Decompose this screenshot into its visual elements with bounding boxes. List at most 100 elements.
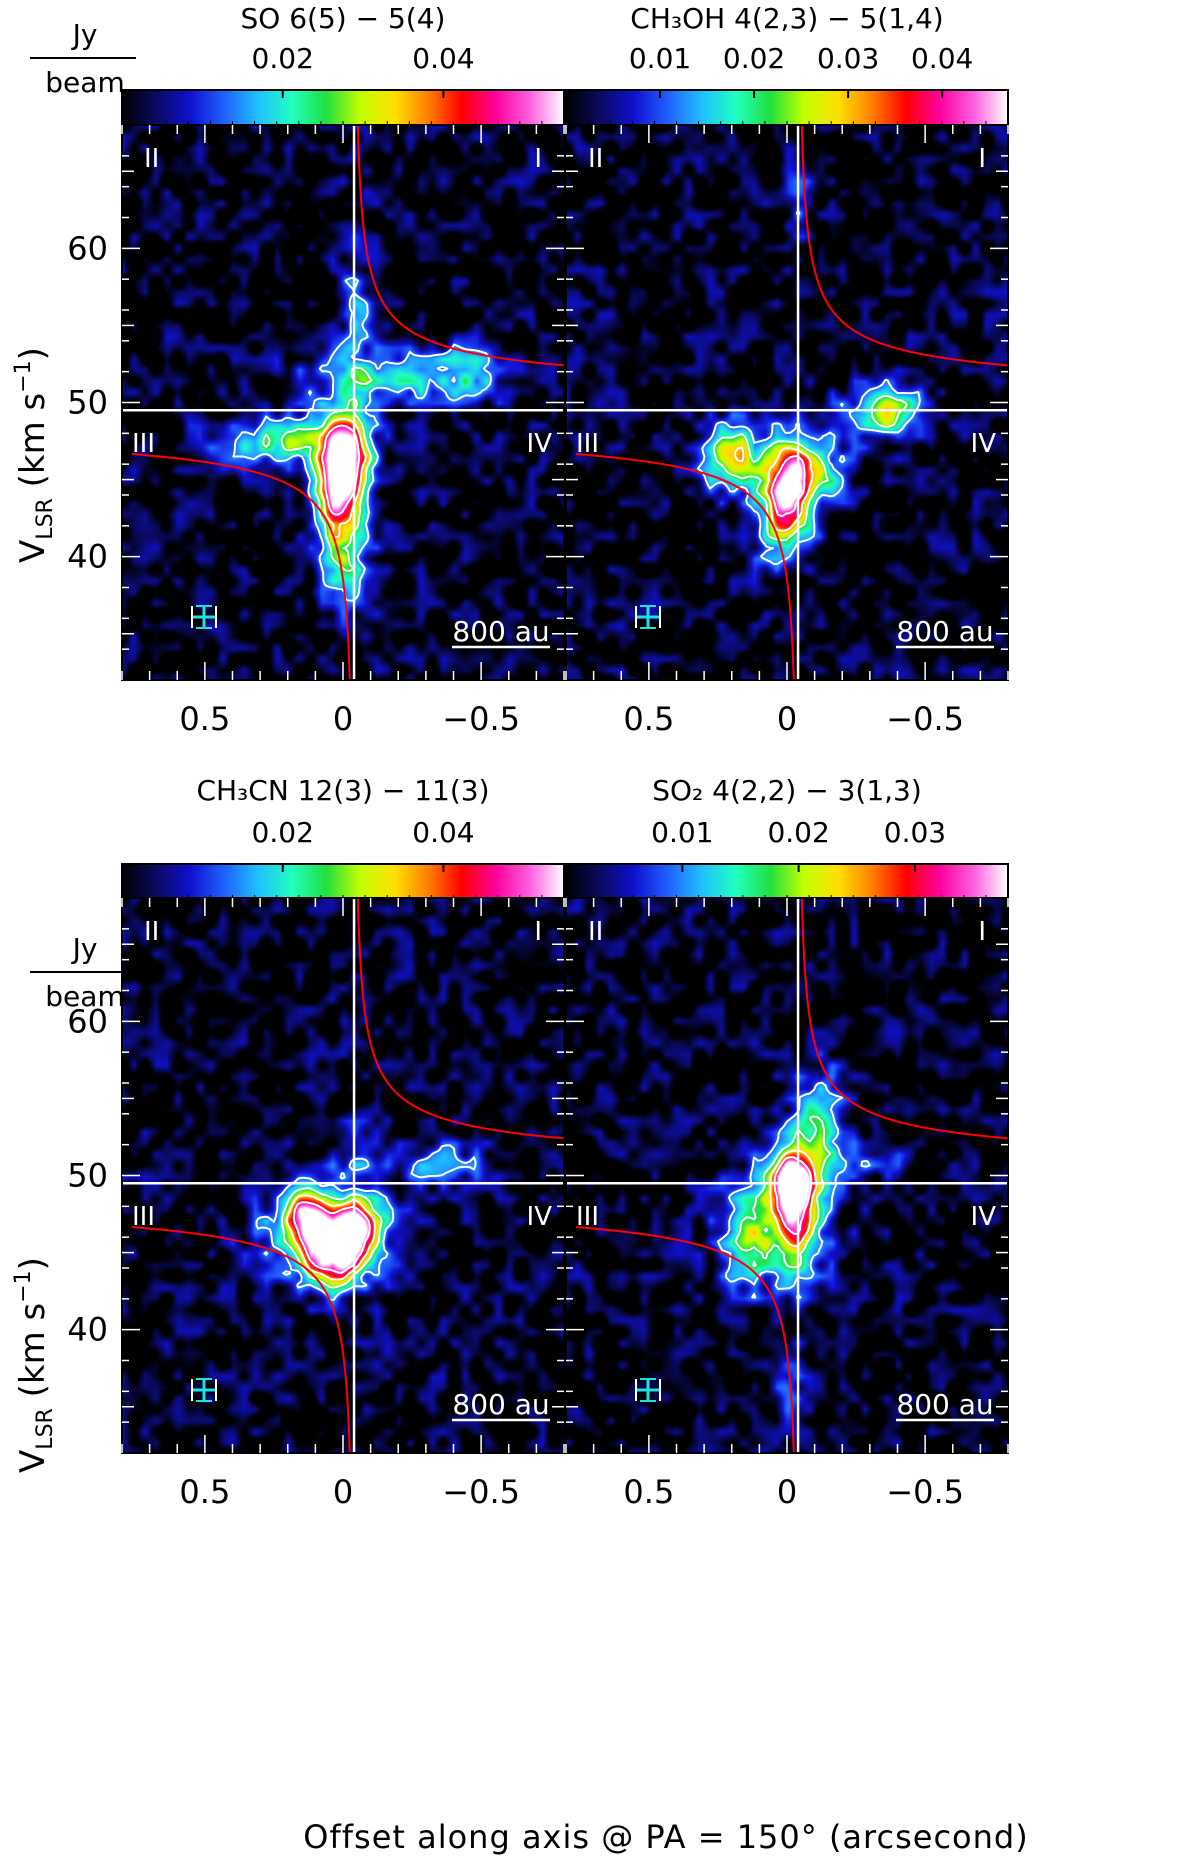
y-axis-label-top: VLSR (km s−1)	[11, 347, 58, 563]
colorbar	[565, 863, 1009, 901]
panel-title: SO 6(5) − 5(4)	[241, 2, 446, 35]
svg-text:VLSR (km s−1): VLSR (km s−1)	[11, 1257, 58, 1473]
axis-ticks	[121, 125, 565, 680]
colorbar-tick-label: 0.03	[884, 816, 946, 849]
y-tick-label: 60	[67, 229, 108, 267]
heatmap-image	[122, 898, 564, 1453]
axis-ticks	[565, 125, 1009, 680]
scale-bar-label: 800 au	[452, 615, 549, 648]
quadrant-label-III: III	[132, 1202, 155, 1232]
beam-errorbar	[635, 605, 661, 629]
beam-errorbar	[191, 605, 217, 629]
x-tick-label: 0.5	[623, 1473, 674, 1511]
x-tick-label: 0.5	[623, 700, 674, 738]
scale-bar-label: 800 au	[896, 615, 993, 648]
x-tick-label: 0	[333, 1473, 353, 1511]
x-axis-label: Offset along axis @ PA = 150° (arcsecond…	[303, 1818, 1028, 1856]
beam-errorbar	[635, 1378, 661, 1402]
keplerian-curve-blueshifted	[132, 453, 351, 680]
contour-line	[769, 1149, 818, 1248]
axis-ticks	[121, 898, 565, 1453]
contour-line	[770, 455, 806, 518]
keplerian-curve-redshifted	[800, 898, 1008, 1140]
quadrant-label-II: II	[588, 144, 603, 174]
quadrant-label-I: I	[978, 144, 986, 174]
colorbar-tick-label: 0.02	[252, 816, 314, 849]
colorbar-tick-label: 0.01	[629, 42, 691, 75]
x-tick-label: 0	[333, 700, 353, 738]
keplerian-curve-blueshifted	[576, 453, 795, 680]
center-cross	[566, 898, 1008, 1453]
beam-errorbar	[191, 1378, 217, 1402]
svg-text:Jy: Jy	[71, 932, 98, 965]
center-cross	[122, 898, 564, 1453]
x-tick-label: −0.5	[886, 1473, 964, 1511]
scale-bar-label: 800 au	[452, 1388, 549, 1421]
colorbar-unit-bottom: Jy beam	[30, 932, 136, 1013]
center-cross	[122, 125, 564, 680]
quadrant-label-III: III	[576, 1202, 599, 1232]
quadrant-label-I: I	[534, 917, 542, 947]
colorbar-tick-label: 0.01	[651, 816, 713, 849]
colorbar-tick-label: 0.04	[911, 42, 973, 75]
scale-bar-label: 800 au	[896, 1388, 993, 1421]
colorbar	[121, 863, 565, 901]
quadrant-label-II: II	[144, 144, 159, 174]
contour-line	[255, 1144, 477, 1301]
quadrant-label-I: I	[534, 144, 542, 174]
colorbar-tick-label: 0.02	[767, 816, 829, 849]
center-cross	[566, 125, 1008, 680]
quadrant-label-III: III	[132, 429, 155, 459]
y-axis-label-bottom: VLSR (km s−1)	[11, 1257, 58, 1473]
colorbar	[565, 89, 1009, 127]
contour-line	[232, 276, 492, 602]
heatmap-image	[566, 898, 1008, 1453]
x-tick-label: −0.5	[442, 700, 520, 738]
x-tick-label: 0.5	[179, 700, 230, 738]
svg-text:beam: beam	[45, 66, 124, 99]
quadrant-label-IV: IV	[971, 1202, 997, 1232]
keplerian-curve-blueshifted	[132, 1226, 351, 1453]
panel-title: CH₃OH 4(2,3) − 5(1,4)	[630, 2, 943, 35]
quadrant-label-II: II	[144, 917, 159, 947]
panel-title: CH₃CN 12(3) − 11(3)	[196, 774, 489, 807]
keplerian-curve-redshifted	[356, 898, 564, 1140]
keplerian-curve-blueshifted	[576, 1226, 795, 1453]
x-tick-label: 0	[777, 1473, 797, 1511]
panel-title: SO₂ 4(2,2) − 3(1,3)	[652, 774, 922, 807]
contour-line	[321, 424, 361, 516]
y-tick-label: 40	[67, 1311, 108, 1349]
heatmap-image	[122, 125, 564, 680]
contour-line	[734, 446, 814, 532]
keplerian-curve-redshifted	[356, 125, 564, 367]
colorbar	[121, 89, 565, 127]
x-tick-label: 0.5	[179, 1473, 230, 1511]
colorbar-tick-label: 0.02	[252, 42, 314, 75]
quadrant-label-IV: IV	[527, 429, 553, 459]
svg-text:beam: beam	[45, 980, 124, 1013]
colorbar-tick-label: 0.03	[817, 42, 879, 75]
svg-text:VLSR (km s−1): VLSR (km s−1)	[11, 347, 58, 563]
quadrant-label-II: II	[588, 917, 603, 947]
y-tick-label: 40	[67, 538, 108, 576]
svg-text:Jy: Jy	[71, 18, 98, 51]
y-tick-label: 60	[67, 1002, 108, 1040]
quadrant-label-IV: IV	[527, 1202, 553, 1232]
contour-line	[292, 1201, 371, 1274]
contour-line	[773, 1156, 813, 1235]
quadrant-label-I: I	[978, 917, 986, 947]
x-tick-label: −0.5	[886, 700, 964, 738]
colorbar-tick-label: 0.02	[723, 42, 785, 75]
x-tick-label: −0.5	[442, 1473, 520, 1511]
contour-line	[734, 1115, 832, 1269]
colorbar-tick-label: 0.04	[412, 42, 474, 75]
colorbar-unit-top: Jy beam	[30, 18, 136, 99]
keplerian-curve-redshifted	[800, 125, 1008, 367]
y-tick-label: 50	[67, 1157, 108, 1195]
heatmap-image	[566, 125, 1008, 680]
